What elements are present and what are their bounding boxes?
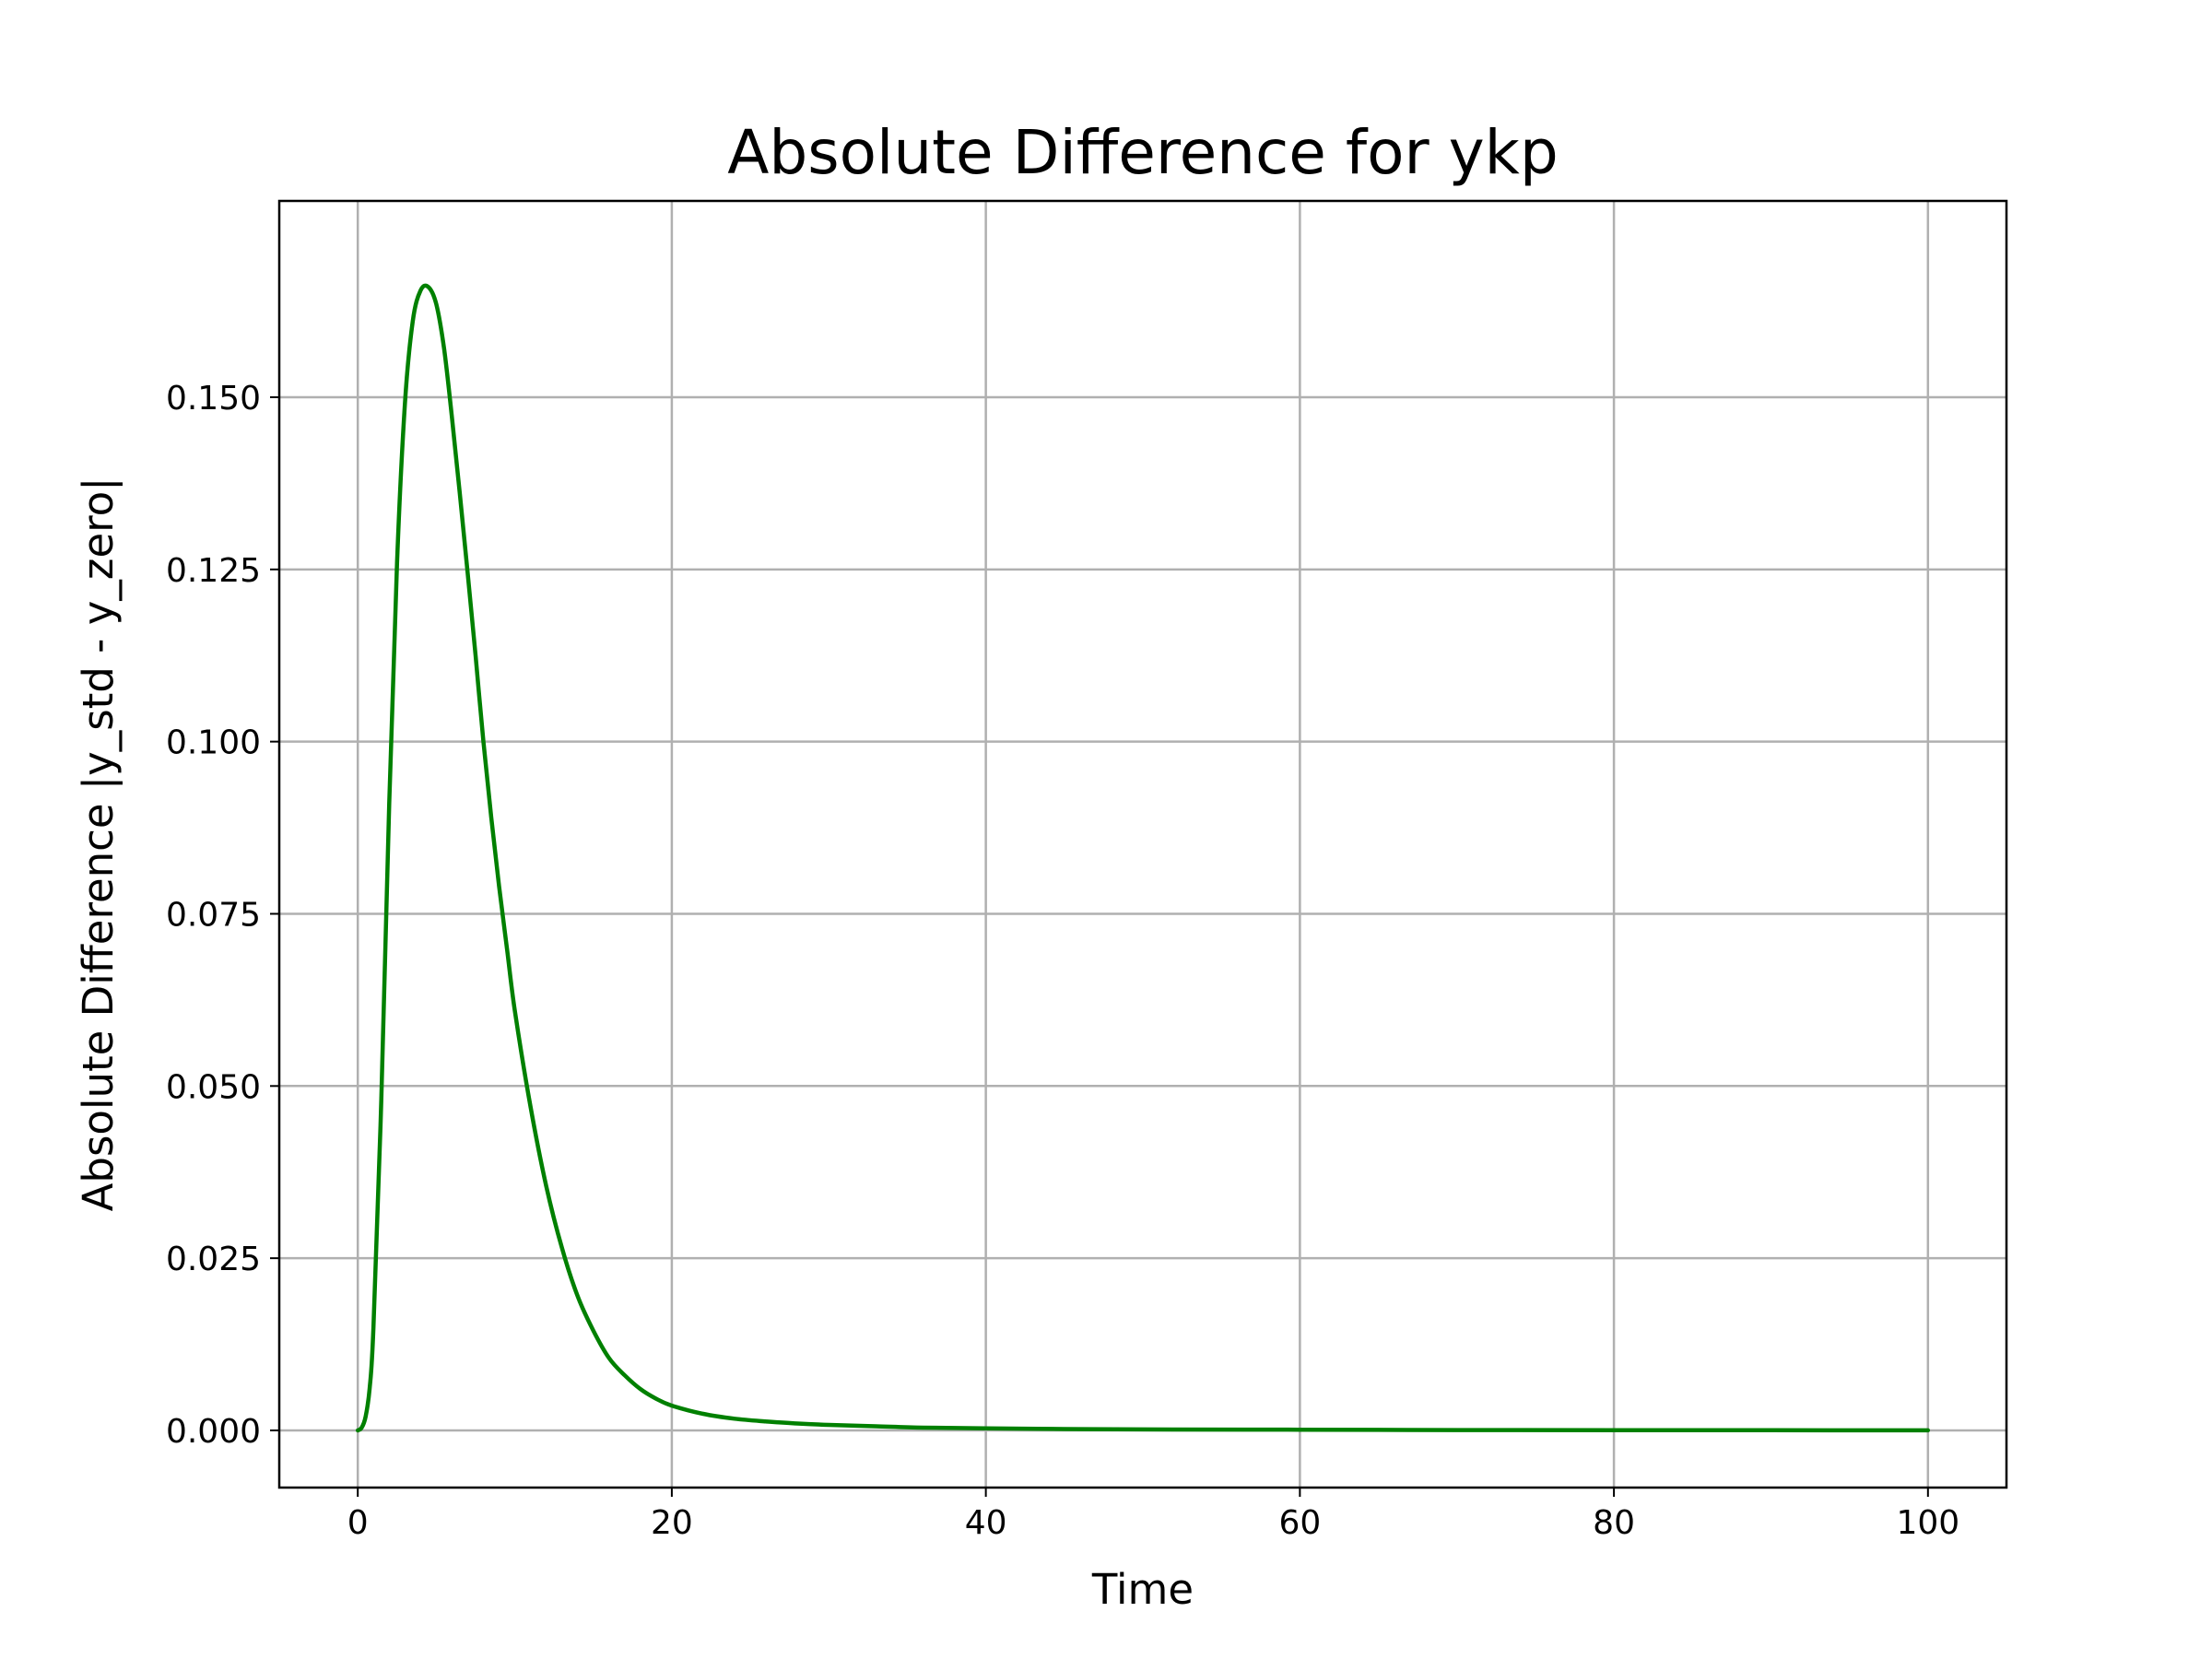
y-tick-label: 0.150 — [166, 380, 261, 418]
y-tick-label: 0.050 — [166, 1068, 261, 1106]
grid — [279, 201, 2006, 1488]
series-line — [355, 283, 1931, 1433]
plot-area — [355, 283, 1931, 1433]
y-tick-label: 0.100 — [166, 724, 261, 762]
y-tick-label: 0.075 — [166, 896, 261, 934]
chart-title: Absolute Difference for ykp — [727, 117, 1559, 188]
axes-frame — [277, 199, 2008, 1489]
ticks: 0 20 40 60 80 100 0.000 0.025 0.050 0.075 0.100 0.1… — [166, 380, 1959, 1542]
x-axis-label: Time — [1091, 1565, 1194, 1614]
y-axis-label: Absolute Difference |y_std - y_zero| — [74, 477, 123, 1212]
y-tick-label: 0.125 — [166, 552, 261, 590]
x-tick-label: 0 — [347, 1504, 369, 1542]
y-tick-label: 0.025 — [166, 1241, 261, 1278]
x-tick-label: 80 — [1593, 1504, 1635, 1542]
x-tick-label: 40 — [965, 1504, 1007, 1542]
x-tick-label: 100 — [1896, 1504, 1959, 1542]
x-tick-label: 60 — [1278, 1504, 1321, 1542]
y-tick-label: 0.000 — [166, 1413, 261, 1451]
x-tick-label: 20 — [651, 1504, 693, 1542]
